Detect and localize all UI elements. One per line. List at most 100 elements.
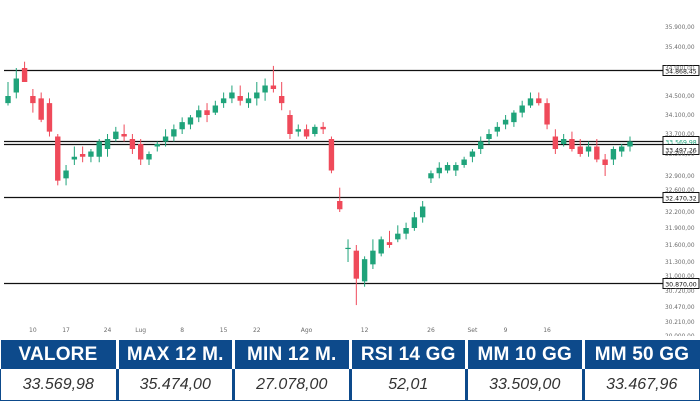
candle-body: [577, 146, 583, 154]
candle-body: [171, 129, 177, 137]
candle-body: [337, 201, 343, 210]
candle-body: [602, 159, 608, 165]
candle-body: [13, 78, 19, 93]
y-tick-label: 20.000,00: [665, 334, 695, 336]
candle-body: [204, 110, 210, 115]
candle-body: [278, 96, 285, 104]
y-tick-label: 35.900,00: [665, 25, 695, 31]
y-tick-label: 33.300,00: [665, 152, 695, 158]
y-tick-label: 30.470,00: [665, 305, 695, 311]
candle-body: [419, 206, 426, 218]
candle-body: [237, 96, 243, 101]
candle-body: [320, 126, 326, 130]
candle-body: [502, 119, 509, 125]
y-tick-label: 31.600,00: [665, 243, 695, 249]
candle-body: [361, 259, 368, 282]
candle-body: [113, 131, 119, 139]
candle-body: [519, 105, 525, 113]
candle-body: [146, 154, 152, 160]
candle-body: [345, 247, 351, 250]
candle-body: [353, 250, 360, 279]
candle-body: [619, 146, 625, 152]
price-level-tag: [662, 144, 700, 155]
x-tick-label: 16: [543, 327, 551, 334]
y-tick-label: 34.100,00: [665, 113, 695, 119]
candle-body: [444, 165, 451, 171]
x-tick-label: 26: [427, 327, 435, 334]
candle-body: [79, 154, 86, 157]
candle-body: [486, 134, 492, 139]
x-tick-label: 24: [104, 327, 112, 334]
candle-body: [196, 110, 202, 118]
candle-body: [287, 115, 293, 134]
y-axis: 35.900,00 35.400,00 34.900,00 34.500,00 34.1…: [665, 25, 695, 340]
x-tick-label: 15: [220, 327, 228, 334]
price-level-label: 32.470,32: [665, 196, 697, 203]
y-tick-label: 31.000,00: [665, 274, 695, 280]
candle-body: [386, 242, 393, 245]
price-level-tag: [662, 278, 700, 289]
candle-body: [312, 126, 318, 134]
x-tick-label: Set: [467, 327, 478, 334]
stats-value-rsi-14gg: 52,01: [350, 369, 468, 401]
candle-body: [461, 159, 467, 165]
candle-body: [245, 98, 252, 104]
candle-body: [627, 141, 633, 147]
candles: [5, 61, 633, 306]
stats-value-max-12m: 35.474,00: [117, 369, 235, 401]
candle-body: [121, 134, 127, 137]
candle-body: [220, 98, 227, 104]
candle-body: [38, 98, 44, 120]
y-tick-label: 32.600,00: [665, 188, 695, 194]
candle-body: [594, 146, 600, 160]
candle-body: [229, 92, 235, 99]
candle-body: [104, 139, 111, 149]
x-axis: 10 17 24 Lug 8 15 22 Ago 12 26 Set 9 16: [29, 327, 551, 334]
candle-body: [21, 68, 28, 82]
stats-value-mm-10gg: 33.509,00: [466, 369, 585, 401]
candle-body: [560, 139, 567, 144]
stats-header-mm-50gg: MM 50 GG: [583, 340, 700, 369]
candle-body: [569, 139, 575, 149]
candle-body: [96, 141, 102, 157]
stats-header-max-12m: MAX 12 M.: [117, 340, 235, 369]
candle-body: [46, 103, 53, 132]
candle-body: [262, 85, 268, 93]
y-tick-label: 35.400,00: [665, 45, 695, 51]
candle-body: [395, 233, 401, 240]
candle-body: [585, 146, 592, 152]
y-tick-label: 34.500,00: [665, 94, 695, 100]
stats-header-mm-10gg: MM 10 GG: [466, 340, 585, 369]
stats-value-valore: 33.569,98: [0, 369, 119, 401]
stats-header-rsi-14gg: RSI 14 GG: [350, 340, 468, 369]
candle-body: [370, 250, 376, 265]
candle-body: [453, 165, 459, 171]
price-level-label: 33.497,26: [665, 148, 697, 155]
candle-body: [154, 144, 160, 147]
stats-value-mm-50gg: 33.467,96: [583, 369, 700, 401]
x-tick-label: 10: [29, 327, 37, 334]
candle-body: [544, 103, 550, 125]
y-tick-label: 34.900,00: [665, 66, 695, 72]
candle-body: [610, 149, 617, 160]
candle-body: [527, 98, 534, 106]
candle-body: [478, 141, 484, 149]
candle-body: [63, 170, 69, 179]
candle-body: [552, 136, 559, 149]
x-tick-label: 22: [253, 327, 261, 334]
x-tick-label: 8: [180, 327, 184, 334]
candle-body: [71, 156, 78, 160]
y-tick-label: 33.700,00: [665, 132, 695, 138]
price-level-tag: [662, 65, 700, 76]
candle-body: [254, 92, 260, 99]
price-level-label: 33.569,98: [665, 140, 697, 147]
candle-body: [494, 126, 501, 132]
candle-body: [469, 151, 476, 157]
candle-body: [328, 139, 335, 171]
candle-body: [295, 129, 301, 132]
candle-body: [129, 139, 136, 149]
candle-body: [179, 122, 185, 130]
candle-body: [428, 173, 434, 179]
